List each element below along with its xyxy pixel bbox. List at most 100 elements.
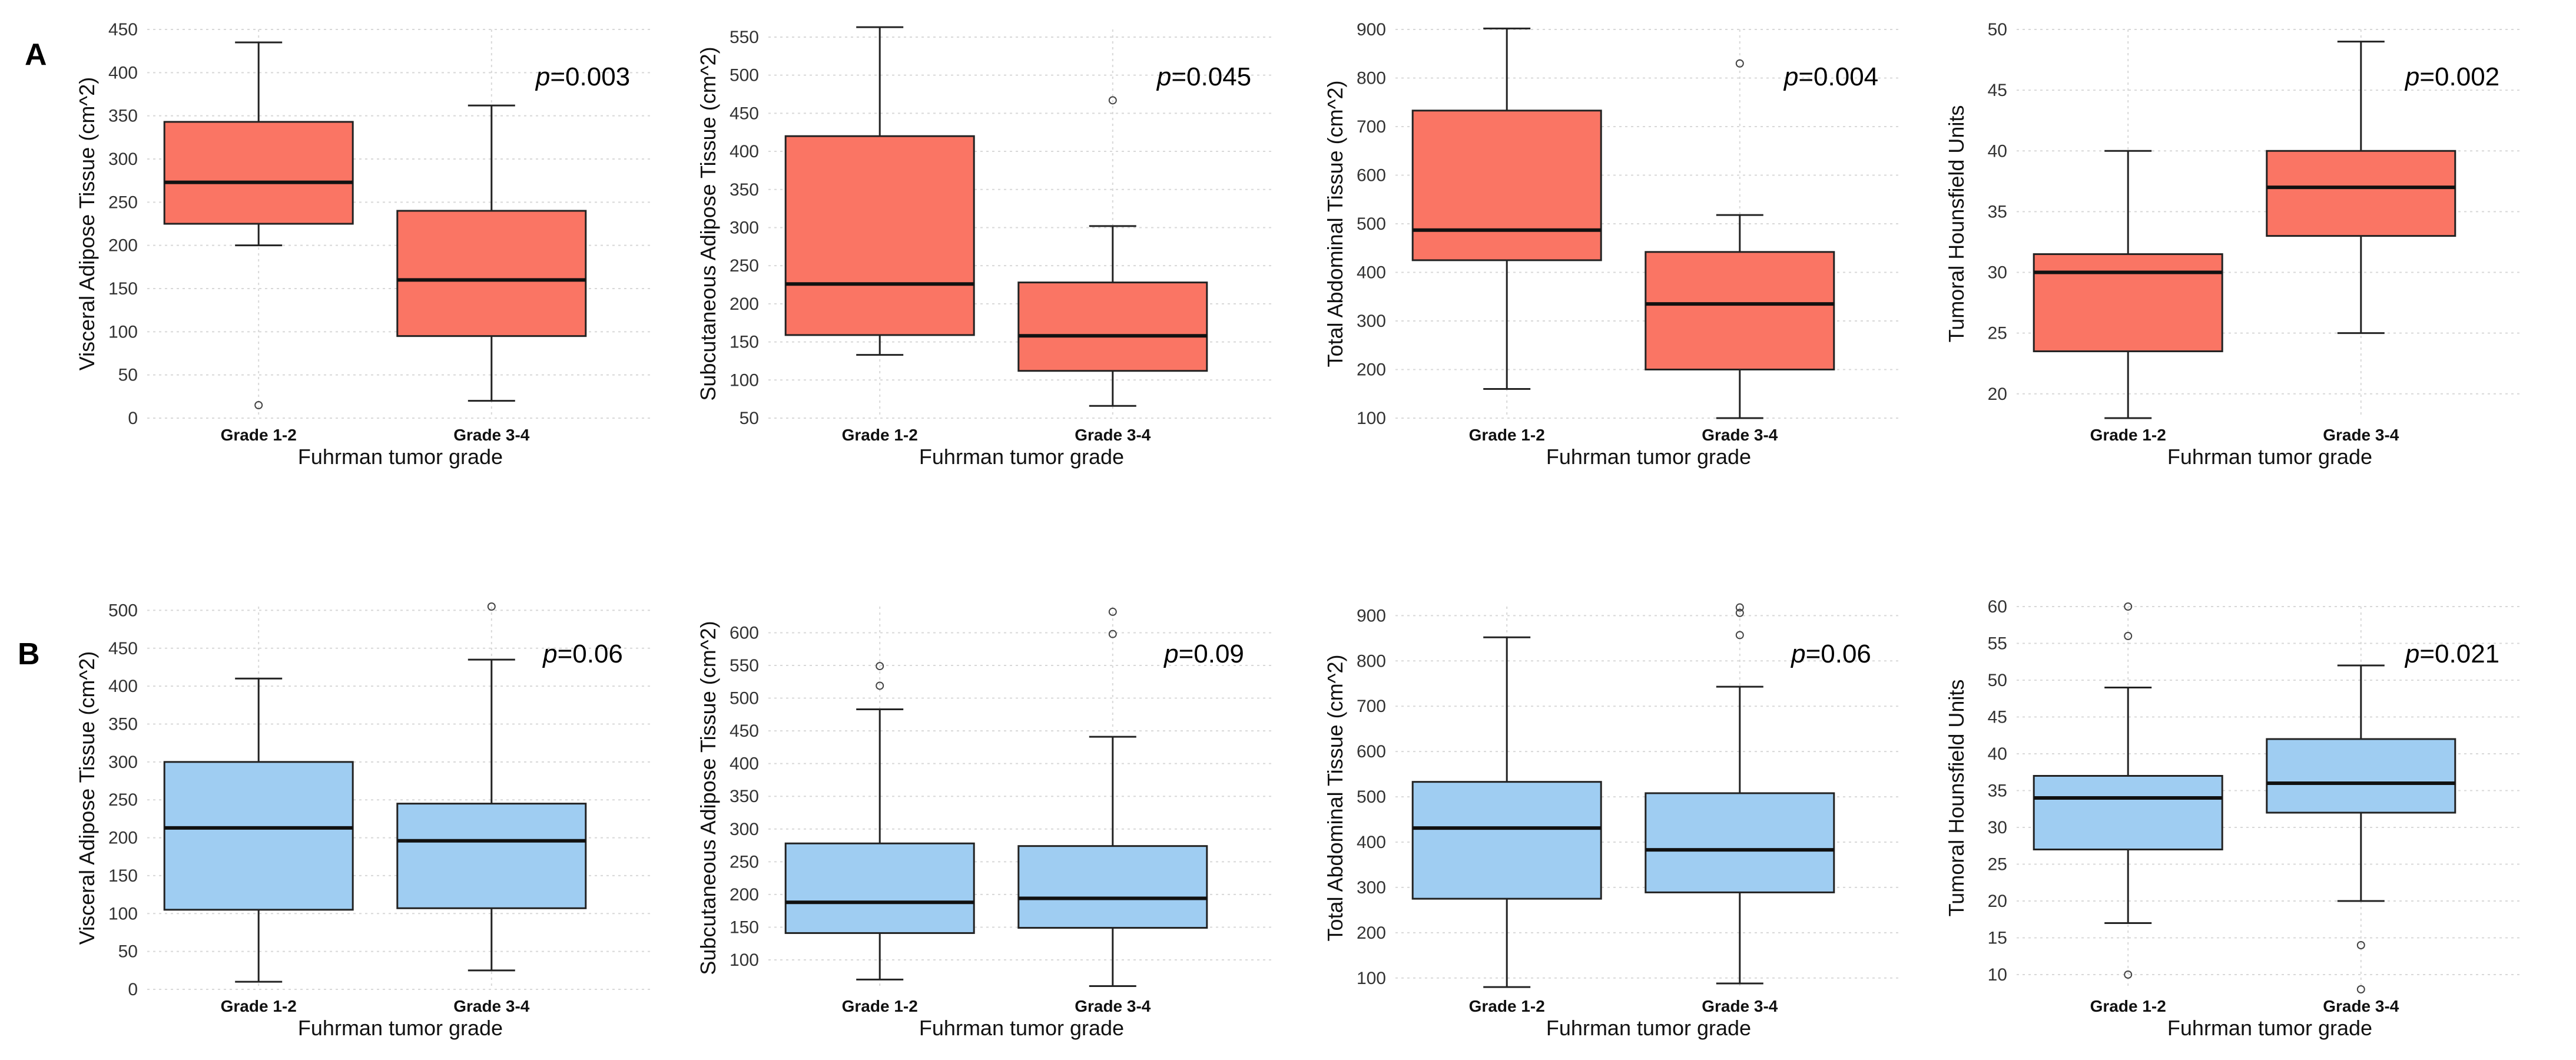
y-tick-label: 300 (108, 150, 138, 169)
p-value-text: =0.021 (2419, 640, 2499, 668)
box-grade-3-4 (1645, 603, 1835, 985)
y-tick-label: 100 (108, 322, 138, 342)
outlier-point (1108, 96, 1117, 105)
y-axis-title: Visceral Adipose Tissue (cm^2) (75, 651, 99, 945)
y-tick-label: 400 (108, 63, 138, 82)
iqr-box (784, 842, 975, 934)
x-tick-label: Grade 3-4 (2323, 997, 2399, 1015)
iqr-box (2033, 775, 2223, 850)
p-value-annotation: p=0.003 (535, 62, 630, 91)
p-value-text: =0.06 (558, 640, 623, 668)
y-tick-label: 50 (118, 942, 138, 962)
y-tick-label: 350 (108, 107, 138, 126)
y-tick-label: 700 (1357, 117, 1386, 137)
y-tick-label: 400 (1357, 833, 1386, 852)
y-tick-label: 200 (730, 294, 759, 314)
y-tick-label: 350 (730, 787, 759, 806)
x-axis-title: Fuhrman tumor grade (2167, 1016, 2372, 1040)
box-grade-3-4 (1017, 96, 1208, 407)
y-tick-label: 40 (1988, 141, 2007, 161)
y-tick-label: 100 (730, 950, 759, 970)
p-value-text: =0.002 (2419, 62, 2499, 91)
box-plot-panel-a-4: 20 25 30 35 40 45 50 Grade 1-2 Grade 3-4Fuhrman … (1944, 20, 2523, 469)
box-plot-panel-b-4: 10 15 20 25 30 35 40 45 50 55 60 Grade 1-2 Grade 3-4… (1944, 597, 2523, 1040)
y-tick-label: 30 (1988, 818, 2007, 837)
y-tick-label: 350 (108, 715, 138, 734)
y-axis-title: Tumoral Hounsfield Units (1944, 105, 1968, 343)
iqr-box (1017, 845, 1208, 929)
y-tick-label: 50 (1988, 20, 2007, 39)
y-tick-label: 25 (1988, 855, 2007, 874)
y-tick-label: 450 (108, 639, 138, 658)
y-tick-label: 20 (1988, 385, 2007, 404)
y-tick-label: 150 (108, 866, 138, 886)
y-axis-title: Subcutaneous Adipose Tissue (cm^2) (696, 47, 720, 400)
p-value-symbol: p (535, 62, 550, 91)
x-axis-title: Fuhrman tumor grade (919, 445, 1124, 469)
p-value-symbol: p (1783, 62, 1798, 91)
y-tick-label: 50 (118, 366, 138, 385)
y-tick-label: 250 (730, 256, 759, 276)
y-tick-label: 400 (730, 142, 759, 161)
y-tick-label: 400 (1357, 263, 1386, 283)
p-value-text: =0.045 (1171, 62, 1251, 91)
p-value-symbol: p (2404, 640, 2419, 668)
box-grade-1-2 (2033, 150, 2223, 419)
y-tick-label: 45 (1988, 708, 2007, 727)
x-tick-label: Grade 3-4 (1075, 426, 1151, 444)
y-tick-label: 50 (1988, 671, 2007, 690)
outlier-point (2356, 985, 2365, 993)
x-tick-label: Grade 1-2 (1469, 426, 1545, 444)
iqr-box (163, 121, 354, 225)
iqr-box (163, 761, 354, 911)
y-axis-title: Visceral Adipose Tissue (cm^2) (75, 77, 99, 370)
y-axis-title: Total Abdominal Tissue (cm^2) (1323, 80, 1347, 367)
box-grade-1-2 (1411, 27, 1602, 390)
box-grade-3-4 (396, 602, 587, 972)
iqr-box (1411, 110, 1602, 261)
y-tick-label: 100 (1357, 409, 1386, 428)
y-tick-label: 30 (1988, 263, 2007, 283)
y-axis-title: Tumoral Hounsfield Units (1944, 680, 1968, 917)
outlier-point (1735, 608, 1744, 617)
y-tick-label: 0 (128, 409, 138, 428)
y-tick-label: 600 (730, 623, 759, 642)
p-value-annotation: p=0.021 (2404, 640, 2499, 668)
y-tick-label: 600 (1357, 742, 1386, 761)
p-value-text: =0.06 (1806, 640, 1871, 668)
x-axis-title: Fuhrman tumor grade (1546, 445, 1751, 469)
x-axis-title: Fuhrman tumor grade (298, 445, 503, 469)
p-value-text: =0.09 (1179, 640, 1244, 668)
y-tick-label: 0 (128, 980, 138, 999)
iqr-box (2033, 253, 2223, 353)
y-tick-label: 15 (1988, 929, 2007, 948)
y-tick-label: 45 (1988, 81, 2007, 100)
p-value-annotation: p=0.002 (2404, 62, 2499, 91)
x-axis-title: Fuhrman tumor grade (2167, 445, 2372, 469)
y-tick-label: 250 (730, 852, 759, 872)
x-tick-label: Grade 3-4 (453, 426, 530, 444)
outlier-point (2124, 970, 2133, 979)
p-value-annotation: p=0.06 (1790, 640, 1871, 668)
box-grade-3-4 (1645, 59, 1835, 419)
box-grade-1-2 (784, 662, 975, 980)
outlier-point (1735, 631, 1744, 640)
iqr-box (2266, 150, 2456, 237)
x-tick-label: Grade 3-4 (1702, 426, 1778, 444)
p-value-symbol: p (1156, 62, 1171, 91)
box-grade-1-2 (163, 677, 354, 983)
outlier-point (2356, 941, 2365, 949)
y-tick-label: 300 (1357, 878, 1386, 897)
x-tick-label: Grade 3-4 (453, 997, 530, 1015)
box-plot-panel-a-1: 0 50 100 150 200 250 300 350 400 450 Grade 1-2 Grad… (75, 20, 654, 469)
y-tick-label: 200 (1357, 923, 1386, 943)
y-tick-label: 600 (1357, 166, 1386, 186)
y-tick-label: 350 (730, 180, 759, 200)
outlier-point (254, 401, 263, 409)
y-tick-label: 200 (108, 236, 138, 256)
y-tick-label: 10 (1988, 965, 2007, 985)
y-tick-label: 450 (730, 104, 759, 123)
x-axis-title: Fuhrman tumor grade (919, 1016, 1124, 1040)
box-grade-3-4 (1017, 607, 1208, 987)
